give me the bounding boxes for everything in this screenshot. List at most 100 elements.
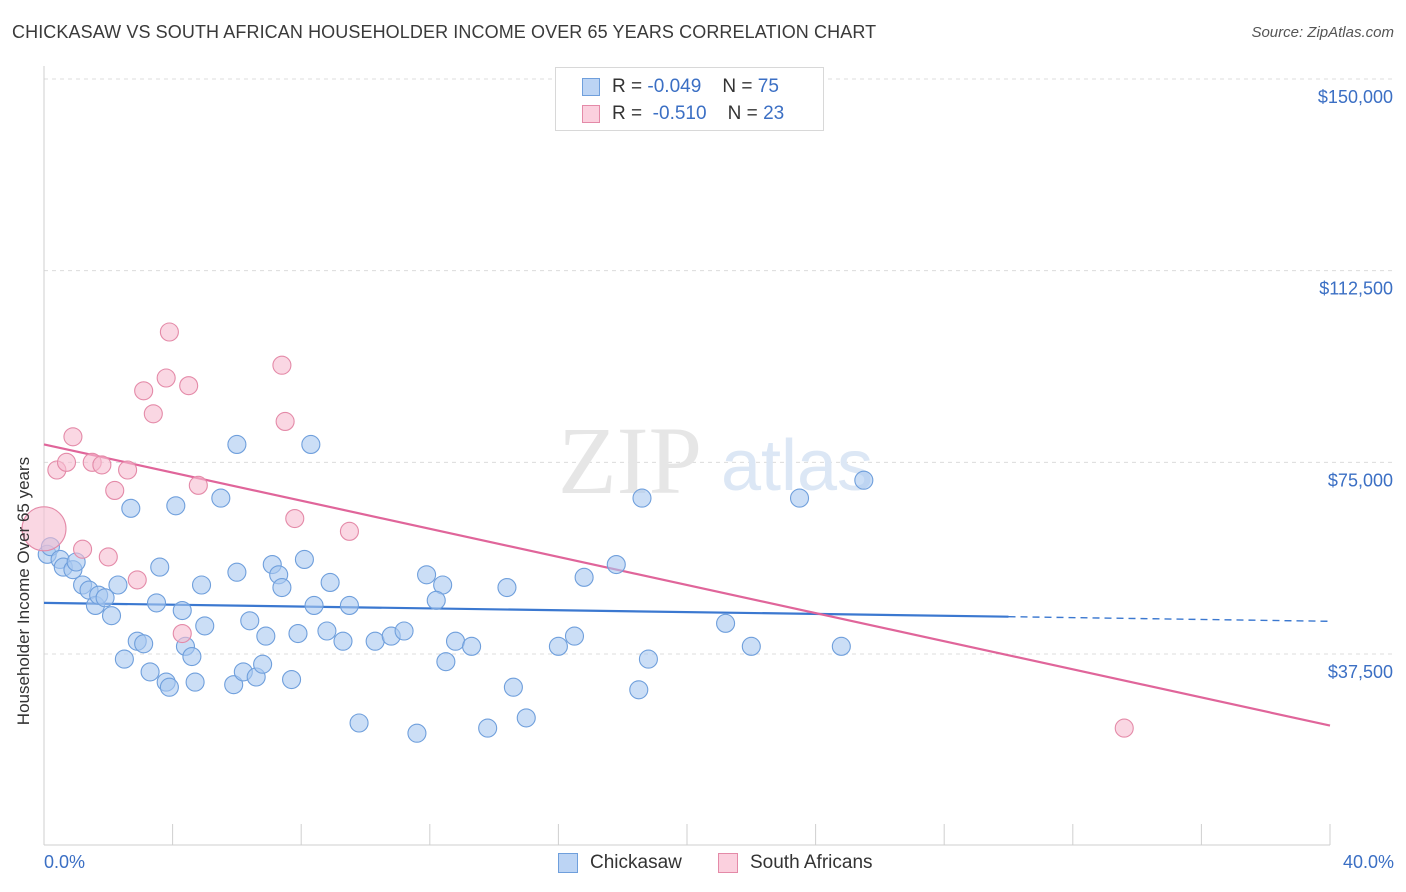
point-chickasaw xyxy=(365,631,385,651)
point-south-africans xyxy=(92,455,112,475)
point-chickasaw xyxy=(114,649,134,669)
point-chickasaw xyxy=(349,713,369,733)
point-chickasaw xyxy=(150,557,170,577)
y-tick-label: $75,000 xyxy=(1328,470,1393,490)
point-chickasaw xyxy=(166,496,186,516)
point-chickasaw xyxy=(294,549,314,569)
x-tick-max: 40.0% xyxy=(1342,852,1394,872)
point-chickasaw xyxy=(146,593,167,613)
bottom-legend-swatch-pink xyxy=(718,853,738,873)
y-tick-label: $37,500 xyxy=(1328,662,1393,682)
point-chickasaw xyxy=(240,611,260,631)
y-tick-label: $112,500 xyxy=(1319,279,1393,299)
point-chickasaw xyxy=(445,631,466,651)
point-south-africans xyxy=(1114,718,1134,738)
bottom-legend-label: South Africans xyxy=(750,852,873,873)
correlation-legend: R = -0.049 N = 75 R = -0.510 N = 23 xyxy=(555,67,824,131)
legend-n-label: N = xyxy=(727,103,758,124)
point-chickasaw xyxy=(227,434,247,454)
point-chickasaw xyxy=(638,649,658,669)
legend-r-value: -0.049 xyxy=(647,76,702,97)
legend-n-value: 75 xyxy=(757,76,779,97)
point-chickasaw xyxy=(333,631,353,651)
legend-swatch-blue xyxy=(582,78,600,96)
point-chickasaw xyxy=(304,595,324,615)
trend-line-south-africans xyxy=(43,443,1331,727)
point-chickasaw xyxy=(159,677,179,697)
bottom-legend-label: Chickasaw xyxy=(590,852,682,873)
point-south-africans xyxy=(188,475,208,495)
legend-r-value: -0.510 xyxy=(652,103,707,124)
y-tick-label: $150,000 xyxy=(1318,87,1393,107)
point-chickasaw xyxy=(564,626,585,646)
point-chickasaw xyxy=(503,677,523,697)
legend-r-label: R = xyxy=(612,103,643,124)
point-chickasaw xyxy=(140,662,160,682)
point-chickasaw xyxy=(288,624,308,644)
bottom-legend-swatch-blue xyxy=(558,853,578,873)
point-south-africans xyxy=(159,322,179,342)
point-chickasaw xyxy=(516,708,536,728)
point-chickasaw xyxy=(789,488,810,508)
point-chickasaw xyxy=(95,588,115,608)
trend-line-chickasaw xyxy=(43,601,1009,618)
point-south-africans xyxy=(143,404,163,424)
point-chickasaw xyxy=(272,578,292,598)
point-chickasaw xyxy=(548,636,568,656)
point-chickasaw xyxy=(282,670,302,690)
point-chickasaw xyxy=(227,562,247,582)
point-south-africans xyxy=(275,411,295,431)
x-tick-min: 0.0% xyxy=(44,852,86,872)
legend-swatch-pink xyxy=(582,105,600,123)
point-south-africans xyxy=(21,506,67,552)
chart-title: CHICKASAW VS SOUTH AFRICAN HOUSEHOLDER I… xyxy=(12,22,877,42)
point-chickasaw xyxy=(101,606,122,626)
point-chickasaw xyxy=(854,470,874,490)
point-chickasaw xyxy=(497,578,517,598)
point-south-africans xyxy=(285,509,305,529)
point-south-africans xyxy=(118,460,138,480)
point-south-africans xyxy=(272,355,292,375)
point-chickasaw xyxy=(224,675,244,695)
source-credit: Source: ZipAtlas.com xyxy=(1251,24,1394,41)
point-chickasaw xyxy=(211,488,231,508)
point-chickasaw xyxy=(134,634,154,654)
grid-lines xyxy=(44,78,1392,655)
point-chickasaw xyxy=(108,575,128,595)
point-chickasaw xyxy=(317,621,337,641)
point-chickasaw xyxy=(741,636,761,656)
point-south-africans xyxy=(105,480,125,500)
point-chickasaw xyxy=(831,636,851,656)
point-chickasaw xyxy=(426,590,446,610)
legend-n-label: N = xyxy=(722,76,753,97)
data-points xyxy=(21,322,1134,743)
y-tick-labels: $37,500 $75,000 $112,500 $150,000 xyxy=(1318,87,1393,682)
point-chickasaw xyxy=(462,636,482,656)
legend-r-label: R = xyxy=(612,76,643,97)
trend-lines xyxy=(43,443,1331,727)
point-chickasaw xyxy=(574,567,594,587)
point-chickasaw xyxy=(407,723,427,743)
point-chickasaw xyxy=(632,488,652,508)
point-south-africans xyxy=(63,427,83,447)
point-chickasaw xyxy=(417,565,437,585)
y-axis-label: Householder Income Over 65 years xyxy=(14,456,33,726)
point-south-africans xyxy=(98,547,118,567)
point-chickasaw xyxy=(253,654,273,674)
point-south-africans xyxy=(179,376,199,396)
point-chickasaw xyxy=(478,718,498,738)
point-south-africans xyxy=(56,452,77,472)
point-south-africans xyxy=(73,539,93,559)
point-chickasaw xyxy=(172,601,192,621)
point-chickasaw xyxy=(320,572,340,592)
point-chickasaw xyxy=(182,647,202,667)
point-chickasaw xyxy=(191,575,212,595)
watermark: ZIP atlas xyxy=(558,407,873,514)
point-chickasaw xyxy=(121,498,141,518)
point-chickasaw xyxy=(195,616,215,636)
point-south-africans xyxy=(156,368,176,388)
legend-n-value: 23 xyxy=(763,103,785,124)
point-south-africans xyxy=(134,381,154,401)
point-chickasaw xyxy=(716,613,736,633)
